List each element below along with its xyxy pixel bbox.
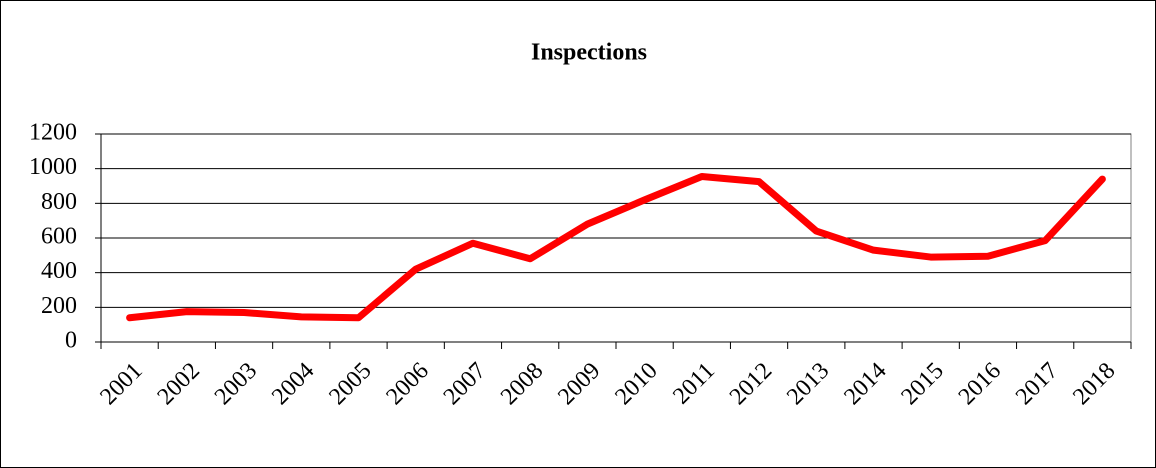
- y-tick-label: 400: [41, 258, 77, 284]
- y-tick-label: 1200: [29, 120, 77, 146]
- y-tick-label: 0: [65, 328, 77, 354]
- y-tick-label: 1000: [29, 154, 77, 180]
- data-line: [126, 172, 1106, 322]
- chart-title: Inspections: [531, 40, 647, 66]
- y-tick-label: 800: [41, 189, 77, 215]
- y-tick-label: 200: [41, 293, 77, 319]
- y-tick-label: 600: [41, 224, 77, 250]
